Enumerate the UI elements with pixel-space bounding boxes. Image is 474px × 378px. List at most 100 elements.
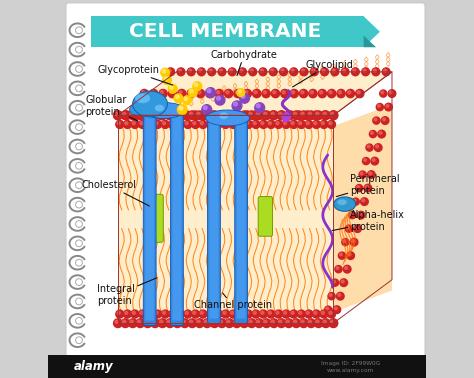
- Circle shape: [191, 310, 200, 318]
- Circle shape: [267, 121, 275, 129]
- Circle shape: [122, 320, 126, 324]
- Circle shape: [228, 68, 236, 76]
- Circle shape: [223, 311, 226, 314]
- Circle shape: [345, 266, 347, 270]
- Circle shape: [116, 310, 124, 318]
- Circle shape: [165, 319, 174, 327]
- Circle shape: [290, 68, 298, 76]
- Circle shape: [182, 111, 191, 119]
- Circle shape: [122, 111, 131, 119]
- Circle shape: [167, 112, 170, 116]
- Circle shape: [286, 111, 295, 119]
- Circle shape: [182, 320, 185, 324]
- Circle shape: [141, 112, 144, 116]
- Circle shape: [145, 320, 148, 324]
- Circle shape: [125, 311, 128, 314]
- Circle shape: [214, 121, 222, 129]
- Circle shape: [170, 86, 173, 89]
- Circle shape: [229, 121, 237, 129]
- Circle shape: [75, 124, 82, 130]
- Circle shape: [240, 93, 249, 103]
- Circle shape: [212, 112, 215, 116]
- FancyBboxPatch shape: [146, 194, 163, 242]
- Circle shape: [273, 91, 276, 94]
- Circle shape: [188, 111, 197, 119]
- Circle shape: [232, 101, 242, 111]
- Text: Glycolipid: Glycolipid: [292, 60, 353, 87]
- Circle shape: [226, 111, 234, 119]
- Polygon shape: [333, 104, 392, 312]
- Circle shape: [75, 259, 82, 266]
- Text: Image ID: 2F99W0G: Image ID: 2F99W0G: [321, 361, 380, 366]
- Circle shape: [270, 112, 273, 116]
- Circle shape: [130, 320, 133, 324]
- Circle shape: [328, 293, 335, 300]
- Circle shape: [380, 90, 387, 97]
- Circle shape: [301, 112, 304, 116]
- Circle shape: [381, 91, 383, 94]
- Ellipse shape: [337, 200, 347, 205]
- Circle shape: [142, 91, 145, 94]
- Circle shape: [207, 91, 210, 94]
- Circle shape: [329, 319, 337, 327]
- Circle shape: [117, 122, 120, 125]
- Circle shape: [227, 320, 230, 324]
- FancyBboxPatch shape: [208, 117, 220, 324]
- Circle shape: [219, 112, 222, 116]
- Circle shape: [219, 69, 222, 72]
- Circle shape: [372, 68, 380, 76]
- Circle shape: [367, 171, 375, 178]
- Circle shape: [376, 104, 383, 111]
- Circle shape: [225, 111, 234, 119]
- Circle shape: [193, 122, 196, 125]
- Circle shape: [117, 311, 120, 314]
- Circle shape: [200, 111, 209, 119]
- Circle shape: [329, 294, 332, 296]
- Circle shape: [260, 111, 269, 119]
- Circle shape: [328, 310, 336, 318]
- Circle shape: [114, 111, 122, 119]
- Circle shape: [218, 319, 226, 327]
- Circle shape: [193, 311, 196, 314]
- Circle shape: [350, 213, 353, 215]
- Circle shape: [218, 111, 226, 119]
- Circle shape: [321, 320, 328, 327]
- Circle shape: [137, 112, 141, 116]
- Circle shape: [313, 112, 317, 116]
- Circle shape: [210, 111, 219, 119]
- Circle shape: [352, 198, 359, 205]
- Circle shape: [210, 112, 213, 116]
- Circle shape: [216, 122, 219, 125]
- Circle shape: [208, 311, 211, 314]
- Circle shape: [337, 292, 344, 300]
- Circle shape: [122, 112, 126, 116]
- Circle shape: [256, 104, 260, 108]
- Circle shape: [259, 68, 267, 76]
- Circle shape: [353, 69, 356, 72]
- Circle shape: [198, 68, 205, 76]
- Circle shape: [282, 91, 285, 94]
- Circle shape: [225, 319, 234, 327]
- Circle shape: [132, 122, 136, 125]
- Text: Globular
protein: Globular protein: [85, 95, 138, 121]
- Circle shape: [276, 122, 279, 125]
- Circle shape: [364, 159, 366, 161]
- Circle shape: [75, 46, 82, 53]
- Circle shape: [271, 69, 273, 72]
- Bar: [91, 16, 364, 47]
- Circle shape: [191, 111, 200, 119]
- Circle shape: [326, 307, 328, 310]
- Circle shape: [340, 279, 347, 287]
- Circle shape: [322, 111, 330, 119]
- Circle shape: [155, 311, 158, 314]
- Circle shape: [215, 95, 225, 105]
- Circle shape: [365, 186, 368, 188]
- Circle shape: [253, 311, 256, 314]
- Circle shape: [241, 112, 245, 116]
- Circle shape: [174, 320, 178, 324]
- Circle shape: [145, 112, 148, 116]
- Circle shape: [121, 111, 130, 119]
- Circle shape: [363, 158, 370, 165]
- Circle shape: [351, 68, 359, 76]
- Circle shape: [312, 310, 320, 318]
